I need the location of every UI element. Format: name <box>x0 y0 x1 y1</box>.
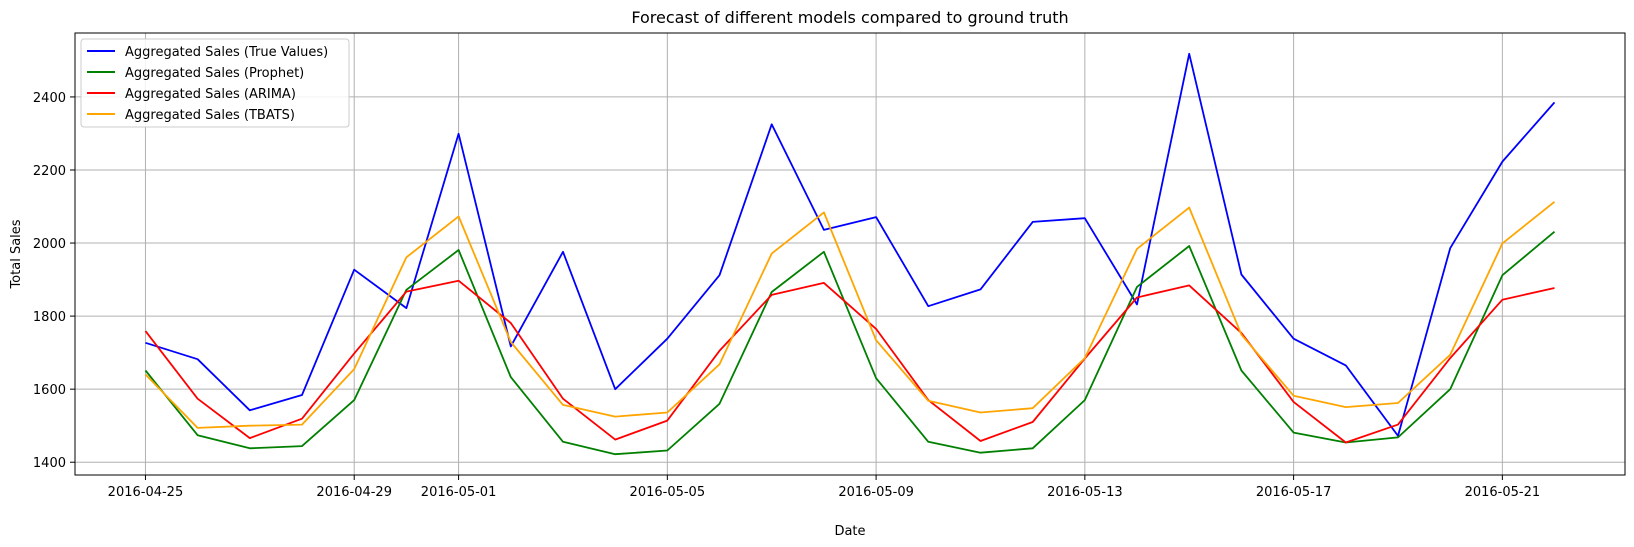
x-tick-label: 2016-05-17 <box>1256 485 1332 500</box>
plot-frame <box>74 32 1626 476</box>
legend-label: Aggregated Sales (ARIMA) <box>125 87 296 102</box>
x-tick-label: 2016-05-09 <box>838 485 914 500</box>
series-line <box>144 201 1556 429</box>
x-axis-ticks: 2016-04-25 2016-04-29 2016-05-01 2016-05-05… <box>108 475 1540 500</box>
series-line <box>144 231 1556 456</box>
series-line <box>144 279 1555 444</box>
chart-title: Forecast of different models compared to… <box>631 8 1068 27</box>
legend-label: Aggregated Sales (True Values) <box>125 45 328 60</box>
y-tick-label: 1600 <box>33 383 66 398</box>
x-tick-label: 2016-05-01 <box>421 485 497 500</box>
series-lines <box>144 52 1556 456</box>
y-tick-label: 1400 <box>33 456 66 471</box>
x-tick-label: 2016-05-13 <box>1047 485 1123 500</box>
legend-box <box>80 38 350 128</box>
x-tick-label: 2016-05-21 <box>1465 485 1541 500</box>
x-axis-label: Date <box>834 524 865 539</box>
x-tick-label: 2016-05-05 <box>630 485 706 500</box>
y-tick-label: 2000 <box>33 237 66 252</box>
y-tick-label: 1800 <box>33 310 66 325</box>
x-tick-label: 2016-04-29 <box>316 485 392 500</box>
y-axis-label: Total Sales <box>9 219 24 289</box>
y-axis-ticks: 1400 1600 1800 2000 2200 2400 <box>33 91 75 471</box>
legend-label: Aggregated Sales (TBATS) <box>125 108 295 123</box>
series-line <box>145 52 1556 437</box>
legend: Aggregated Sales (True Values) Aggregated… <box>80 38 350 128</box>
legend-label: Aggregated Sales (Prophet) <box>125 66 304 81</box>
y-tick-label: 2200 <box>33 164 66 179</box>
x-tick-label: 2016-04-25 <box>108 485 184 500</box>
y-tick-label: 2400 <box>33 91 66 106</box>
